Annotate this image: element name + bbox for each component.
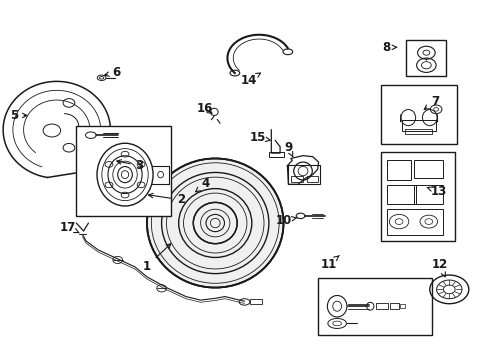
- Bar: [268, 152, 283, 157]
- Text: 14: 14: [240, 73, 260, 87]
- Bar: [413, 160, 443, 178]
- Text: 7: 7: [424, 95, 439, 109]
- Text: 8: 8: [381, 41, 396, 54]
- Bar: [380, 85, 456, 144]
- Bar: [413, 185, 443, 204]
- Text: 4: 4: [195, 177, 209, 192]
- Text: 12: 12: [430, 258, 447, 277]
- Bar: [76, 126, 171, 216]
- Text: 1: 1: [142, 244, 170, 273]
- Text: 3: 3: [117, 159, 143, 172]
- Bar: [389, 303, 398, 309]
- Text: 11: 11: [320, 256, 339, 271]
- Text: 15: 15: [249, 131, 269, 144]
- Bar: [386, 185, 415, 204]
- Bar: [290, 176, 303, 182]
- Bar: [249, 300, 262, 305]
- Text: 2: 2: [148, 193, 185, 206]
- Text: 5: 5: [10, 109, 27, 122]
- Ellipse shape: [147, 158, 283, 288]
- Bar: [317, 278, 431, 335]
- Text: 9: 9: [284, 141, 292, 157]
- Bar: [406, 40, 446, 76]
- Bar: [386, 209, 443, 234]
- Text: 10: 10: [275, 214, 297, 227]
- Bar: [375, 303, 387, 309]
- Bar: [386, 160, 410, 180]
- Text: 13: 13: [427, 185, 446, 198]
- Bar: [405, 129, 431, 134]
- Bar: [401, 120, 435, 131]
- Ellipse shape: [193, 202, 237, 244]
- Bar: [399, 305, 405, 308]
- Text: 17: 17: [60, 221, 79, 234]
- Text: 6: 6: [104, 66, 121, 79]
- Bar: [306, 176, 317, 182]
- Bar: [380, 152, 454, 241]
- Bar: [288, 165, 320, 184]
- Text: 16: 16: [196, 102, 212, 115]
